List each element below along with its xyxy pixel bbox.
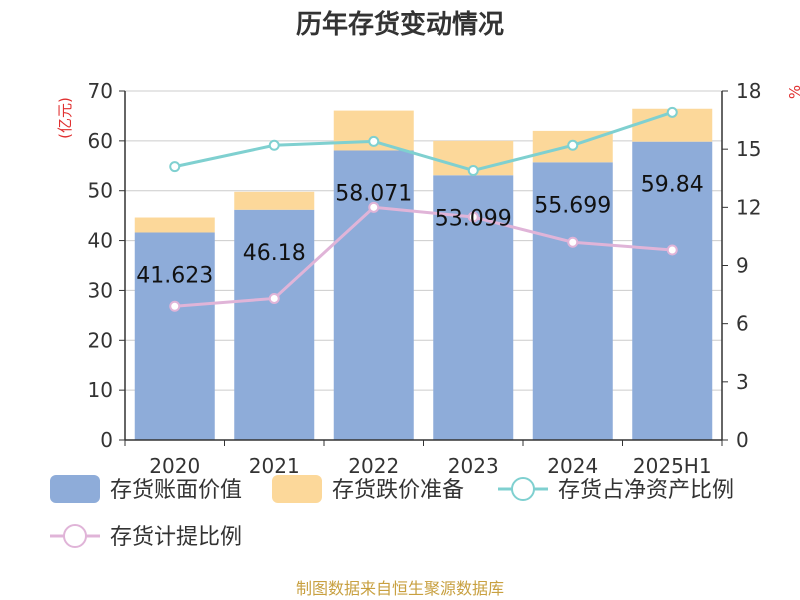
right-axis-tick-label: 0: [736, 428, 749, 452]
bar-inventory-impairment: [134, 217, 215, 233]
line-point: [567, 236, 579, 248]
lines: [169, 106, 678, 312]
left-axis-tick-label: 0: [100, 428, 113, 452]
line-point: [169, 300, 181, 312]
x-axis-tick-label: 2023: [448, 454, 499, 478]
bar-value-label: 41.623: [136, 263, 213, 288]
left-axis-tick-label: 10: [88, 378, 113, 402]
right-axis-tick-label: 3: [736, 370, 749, 394]
x-axis-tick-label: 2025H1: [633, 454, 712, 478]
line-point: [268, 292, 280, 304]
left-axis-tick-label: 50: [88, 179, 113, 203]
line-point: [368, 201, 380, 213]
right-axis-tick-label: 18: [736, 79, 761, 103]
right-axis-tick-label: 15: [736, 137, 761, 161]
chart-title: 历年存货变动情况: [296, 9, 504, 40]
right-axis-tick-label: 9: [736, 254, 749, 278]
bar-value-label: 59.84: [641, 173, 704, 198]
bar-labels: 41.623 46.18 58.071 53.099 55.699 59.84: [136, 173, 703, 289]
line-point: [368, 135, 380, 147]
bar-value-label: 53.099: [435, 206, 512, 231]
legend-marker: [511, 477, 535, 501]
x-axis-tick-label: 2024: [547, 454, 598, 478]
line-point: [567, 139, 579, 151]
grid-lines: [125, 90, 722, 391]
left-axis-tick-label: 20: [88, 328, 113, 352]
left-axis-tick-label: 70: [88, 79, 113, 103]
line-point: [467, 211, 479, 223]
bar-inventory-book-value: [632, 141, 713, 441]
legend-marker: [63, 524, 87, 548]
bars: [134, 108, 713, 441]
x-axis-tick-label: 2021: [249, 454, 300, 478]
line-point: [666, 106, 678, 118]
line-point: [268, 139, 280, 151]
left-axis-unit: (亿元): [56, 97, 74, 139]
axes: 0 10 20 30 40 50 60 70 0 3 6 9 12 15 18 2020 2021 2022 202…: [88, 79, 762, 478]
left-axis-tick-label: 40: [88, 229, 113, 253]
line-point: [467, 164, 479, 176]
x-axis-tick-label: 2020: [149, 454, 200, 478]
line-point: [666, 244, 678, 256]
line-point: [169, 161, 181, 173]
bar-value-label: 58.071: [335, 181, 412, 206]
bar-inventory-book-value: [532, 162, 613, 440]
legend-label: 存货计提比例: [110, 525, 242, 550]
bar-inventory-book-value: [234, 209, 315, 440]
right-axis-unit: %: [786, 85, 800, 99]
legend-label: 存货占净资产比例: [558, 478, 734, 503]
left-axis-tick-label: 30: [88, 278, 113, 302]
bar-inventory-book-value: [134, 232, 215, 440]
right-axis-tick-label: 12: [736, 195, 761, 219]
x-axis-tick-label: 2022: [348, 454, 399, 478]
source-note: 制图数据来自恒生聚源数据库: [296, 579, 504, 598]
left-axis-tick-label: 60: [88, 129, 113, 153]
bar-value-label: 46.18: [243, 241, 306, 266]
bar-value-label: 55.699: [534, 193, 611, 218]
bar-inventory-impairment: [234, 191, 315, 210]
legend-label: 存货账面价值: [110, 478, 242, 503]
right-axis-tick-label: 6: [736, 312, 749, 336]
legend-swatch: [50, 475, 100, 503]
legend-swatch: [272, 475, 322, 503]
legend-label: 存货跌价准备: [332, 478, 464, 503]
bar-inventory-book-value: [333, 150, 414, 440]
line-inventory-to-net-assets: [174, 110, 673, 173]
line-provision-ratio: [174, 205, 673, 308]
